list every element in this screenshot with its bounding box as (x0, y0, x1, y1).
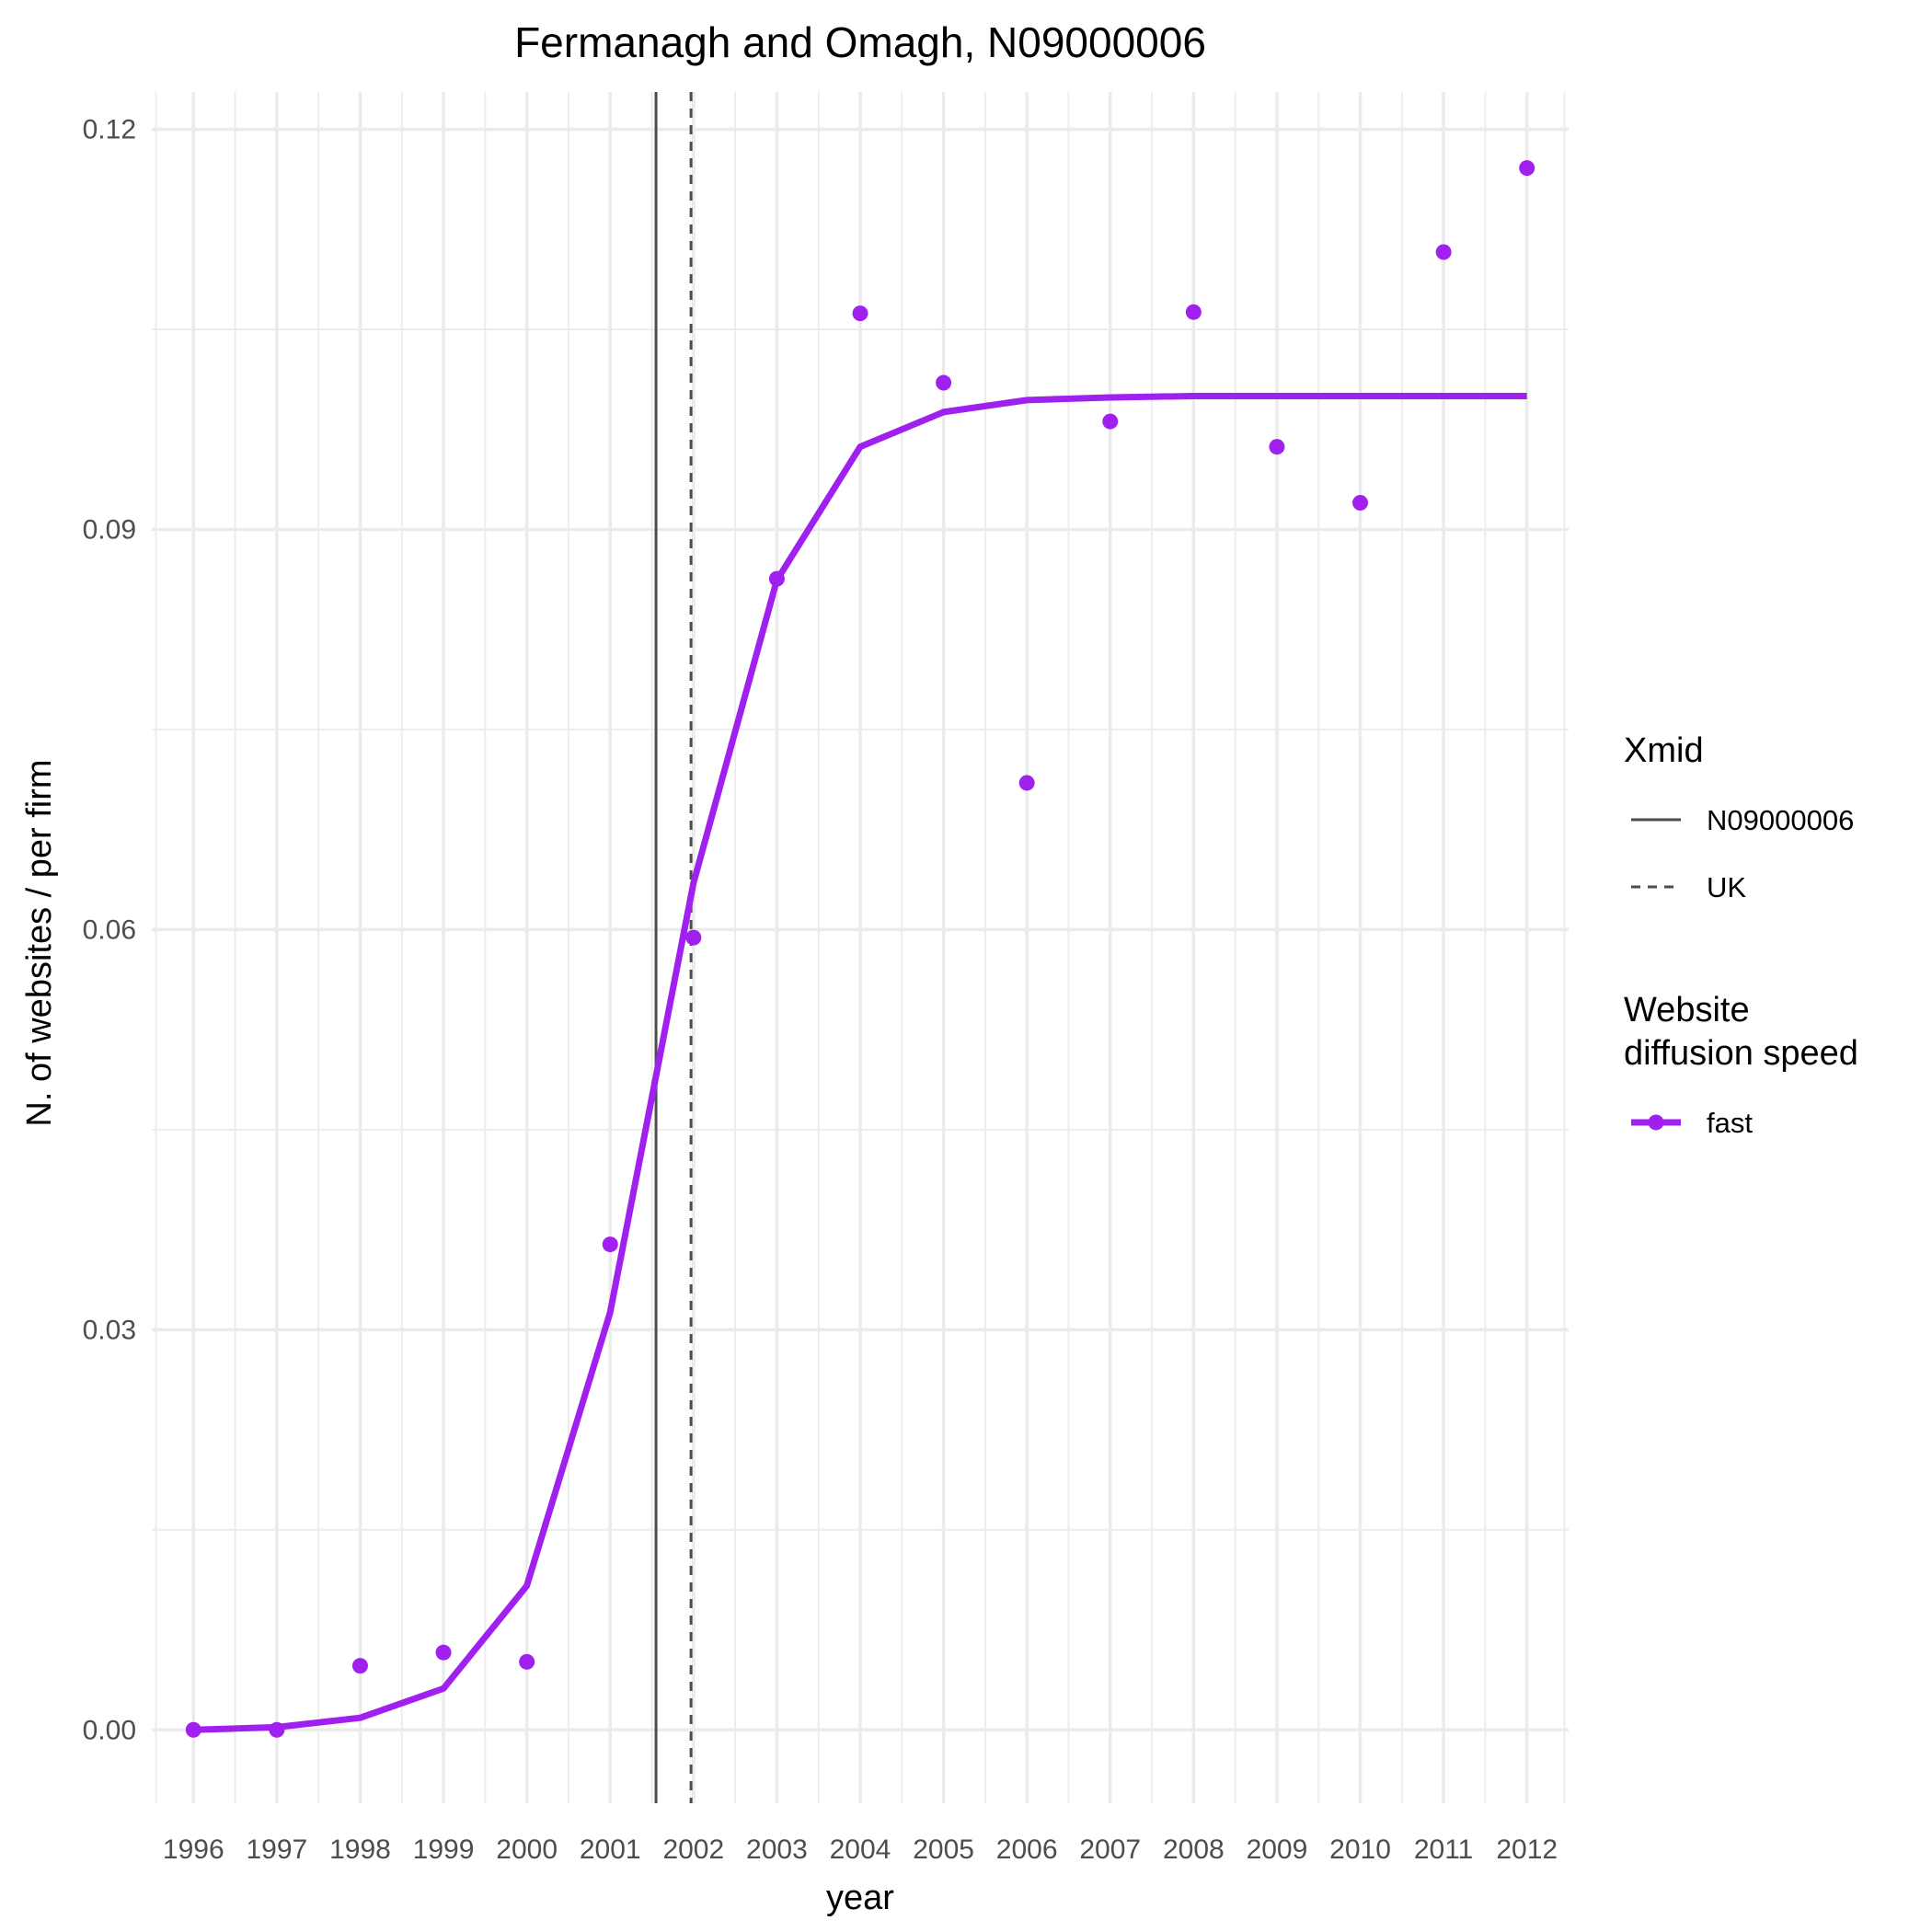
y-tick-label: 0.09 (83, 515, 136, 546)
data-point-1998 (351, 1658, 368, 1674)
reference-lines (654, 92, 693, 1803)
x-tick-label: 2002 (662, 1834, 724, 1865)
data-point-2008 (1185, 304, 1202, 320)
x-tick-label: 2012 (1496, 1834, 1558, 1865)
x-tick-label: 1999 (413, 1834, 475, 1865)
data-point-2011 (1435, 244, 1452, 260)
series-line-fast (193, 393, 1527, 1733)
legend-title: diffusion speed (1624, 1034, 1858, 1073)
y-tick-label: 0.12 (83, 115, 136, 145)
legend-label: N09000006 (1707, 804, 1854, 836)
x-tick-label: 2006 (996, 1834, 1058, 1865)
data-point-2005 (936, 374, 952, 391)
x-tick-label: 2004 (830, 1834, 891, 1865)
legend-label: UK (1707, 871, 1746, 903)
legend-title: Website (1624, 991, 1750, 1029)
data-point-2012 (1519, 160, 1535, 177)
y-tick-label: 0.06 (83, 914, 136, 945)
grid (152, 92, 1569, 1803)
y-tick-label: 0.00 (83, 1715, 136, 1745)
x-axis-title: year (826, 1879, 894, 1917)
x-tick-label: 1998 (329, 1834, 391, 1865)
data-point-1999 (435, 1644, 452, 1661)
legend: Xmid N09000006 UK Website diffusion speed fas… (1624, 731, 1858, 1139)
chart-title: Fermanagh and Omagh, N09000006 (514, 18, 1206, 66)
series-fast (185, 160, 1535, 1738)
data-point-2006 (1018, 775, 1035, 791)
y-tick-label: 0.03 (83, 1315, 136, 1345)
x-tick-label: 2007 (1079, 1834, 1141, 1865)
x-tick-label: 1996 (163, 1834, 224, 1865)
x-tick-label: 2008 (1163, 1834, 1225, 1865)
y-axis-title: N. of websites / per firm (20, 759, 59, 1126)
x-tick-label: 2005 (913, 1834, 974, 1865)
data-point-2010 (1352, 495, 1369, 512)
x-tick-label: 1997 (247, 1834, 308, 1865)
x-tick-label: 2001 (580, 1834, 641, 1865)
x-tick-label: 2011 (1414, 1834, 1474, 1865)
x-tick-label: 2009 (1247, 1834, 1308, 1865)
data-point-2007 (1102, 413, 1119, 430)
x-tick-label: 2010 (1329, 1834, 1391, 1865)
legend-title: Xmid (1624, 731, 1704, 770)
data-point-2000 (519, 1653, 535, 1670)
x-tick-labels: 1996 1997 1998 1999 2000 2001 2002 2003 2004 2005… (163, 1834, 1558, 1865)
legend-key-point (1648, 1114, 1664, 1131)
data-point-2009 (1269, 439, 1285, 455)
data-point-1997 (269, 1721, 285, 1738)
data-point-2002 (685, 929, 702, 946)
x-tick-label: 2000 (496, 1834, 558, 1865)
data-point-2001 (602, 1236, 618, 1253)
x-tick-label: 2003 (746, 1834, 808, 1865)
data-point-2004 (852, 305, 868, 322)
data-point-1996 (185, 1721, 201, 1738)
y-tick-labels: 0.00 0.03 0.06 0.09 0.12 (83, 115, 136, 1746)
data-point-2003 (768, 570, 785, 587)
legend-label: fast (1707, 1107, 1753, 1139)
